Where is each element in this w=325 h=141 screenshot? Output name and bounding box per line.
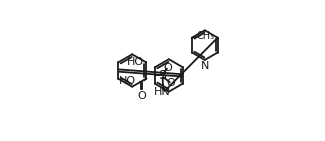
Text: HO: HO [119,76,136,86]
Text: N: N [201,61,209,71]
Text: HO: HO [127,57,144,67]
Text: O: O [163,63,172,73]
Text: CH₃: CH₃ [196,31,214,41]
Text: S: S [159,69,166,82]
Text: O: O [137,91,146,101]
Text: O: O [166,78,175,88]
Text: HN: HN [153,87,170,97]
